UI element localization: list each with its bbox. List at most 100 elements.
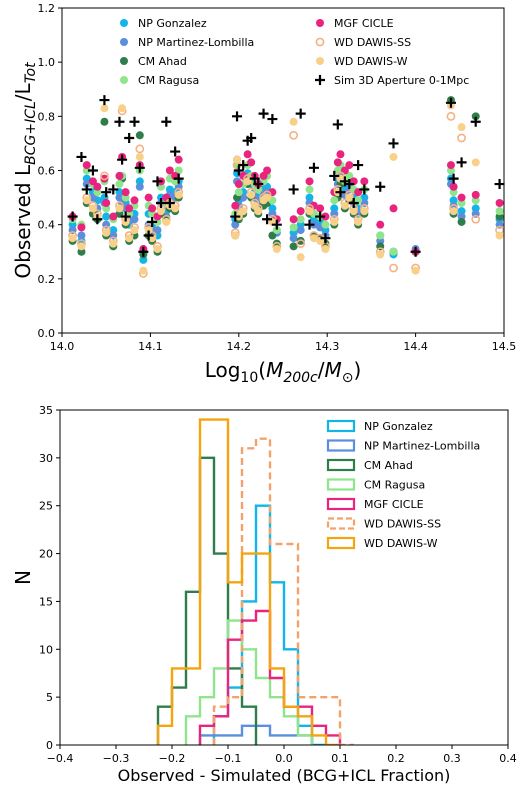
legend-item: WD DAWIS-SS (315, 36, 411, 49)
data-point (296, 215, 305, 224)
data-point (268, 231, 277, 240)
data-point (243, 177, 252, 186)
legend-label: MGF CICLE (334, 17, 394, 30)
data-point (305, 185, 314, 194)
legend-item: MGF CICLE (316, 17, 394, 30)
histogram-outline (184, 619, 314, 745)
data-point (238, 160, 249, 171)
data-point (296, 207, 305, 216)
data-point (457, 133, 466, 143)
data-point (153, 226, 162, 235)
data-point (67, 211, 78, 222)
data-point (115, 171, 124, 180)
data-point (457, 217, 466, 226)
legend-item: CM Ragusa (326, 478, 425, 492)
y-tick-label: 0.0 (38, 327, 56, 340)
x-tick-label: −0.4 (47, 752, 74, 765)
legend-swatch (326, 458, 356, 472)
series-np-gonzalez (68, 166, 504, 264)
data-point (115, 180, 124, 189)
legend-label: WD DAWIS-SS (364, 518, 441, 531)
legend-label: CM Ahad (138, 55, 187, 68)
data-point (389, 263, 398, 273)
data-point (109, 239, 118, 248)
data-point (330, 217, 339, 226)
data-point (375, 181, 386, 192)
data-point (471, 190, 480, 199)
data-point (109, 212, 118, 221)
data-point (143, 230, 154, 241)
data-point (471, 112, 480, 121)
data-point (449, 182, 458, 191)
legend-swatch (326, 478, 356, 491)
data-point (82, 196, 91, 205)
data-point (360, 207, 369, 216)
y-tick-label: 0.8 (38, 110, 56, 123)
data-point (345, 193, 354, 202)
data-point (333, 158, 342, 167)
data-point (231, 201, 240, 210)
data-point (296, 226, 305, 235)
data-point (495, 199, 504, 207)
legend-label: NP Martinez-Lombilla (138, 36, 254, 49)
data-point (153, 245, 162, 254)
legend-marker (315, 75, 325, 85)
data-point (161, 116, 172, 127)
data-point (258, 108, 269, 119)
data-point (99, 95, 110, 106)
data-point (345, 171, 354, 180)
data-point (124, 133, 135, 143)
y-tick-label: 1.0 (38, 56, 56, 69)
data-point (315, 211, 326, 222)
histogram-outline (156, 418, 340, 745)
data-point (129, 116, 140, 127)
series-wd-dawis-w (68, 101, 504, 275)
data-point (88, 204, 97, 213)
x-tick-label: 14.5 (492, 340, 517, 353)
data-point (271, 219, 282, 230)
data-point (359, 184, 370, 195)
data-point (144, 226, 153, 235)
data-point (272, 226, 281, 235)
data-point (348, 198, 359, 208)
data-point (173, 173, 184, 184)
data-point (77, 242, 86, 251)
scatter-panel: 14.0 14.1 14.2 14.3 14.4 14.5 0.0 0.2 0.4 0.6 0.8 1… (11, 2, 516, 386)
legend-swatch (326, 497, 356, 511)
series-sim-3d-aperture-0-1mpc (67, 95, 505, 257)
data-point (125, 204, 134, 213)
data-point (121, 217, 130, 226)
legend-marker (315, 37, 325, 47)
y-tick-label: 0.4 (38, 219, 56, 232)
data-point (410, 246, 421, 257)
data-point (353, 160, 364, 171)
data-point (108, 184, 119, 195)
data-point (349, 207, 358, 216)
y-tick-label: 10 (39, 643, 53, 656)
data-point (232, 111, 243, 122)
data-point (162, 217, 171, 226)
data-point (376, 220, 385, 229)
data-point (296, 236, 305, 245)
data-point (470, 116, 481, 127)
data-point (267, 114, 278, 125)
data-point (446, 161, 455, 170)
data-point (376, 250, 385, 259)
data-point (243, 150, 252, 159)
data-point (471, 158, 480, 167)
legend-item: NP Martinez-Lombilla (120, 36, 254, 49)
data-point (239, 171, 248, 180)
data-point (88, 177, 97, 186)
data-point (102, 212, 111, 221)
data-point (389, 247, 398, 256)
data-point (288, 184, 299, 195)
data-point (262, 214, 273, 225)
data-point (100, 117, 109, 126)
data-point (171, 204, 180, 213)
x-tick-label: 0.1 (331, 752, 349, 765)
data-point (411, 266, 420, 275)
legend: NP Gonzalez NP Martinez-Lombilla CM Ahad CM… (326, 419, 480, 550)
data-point (164, 198, 175, 208)
data-point (100, 104, 109, 113)
series-cm-ragusa (68, 161, 504, 256)
